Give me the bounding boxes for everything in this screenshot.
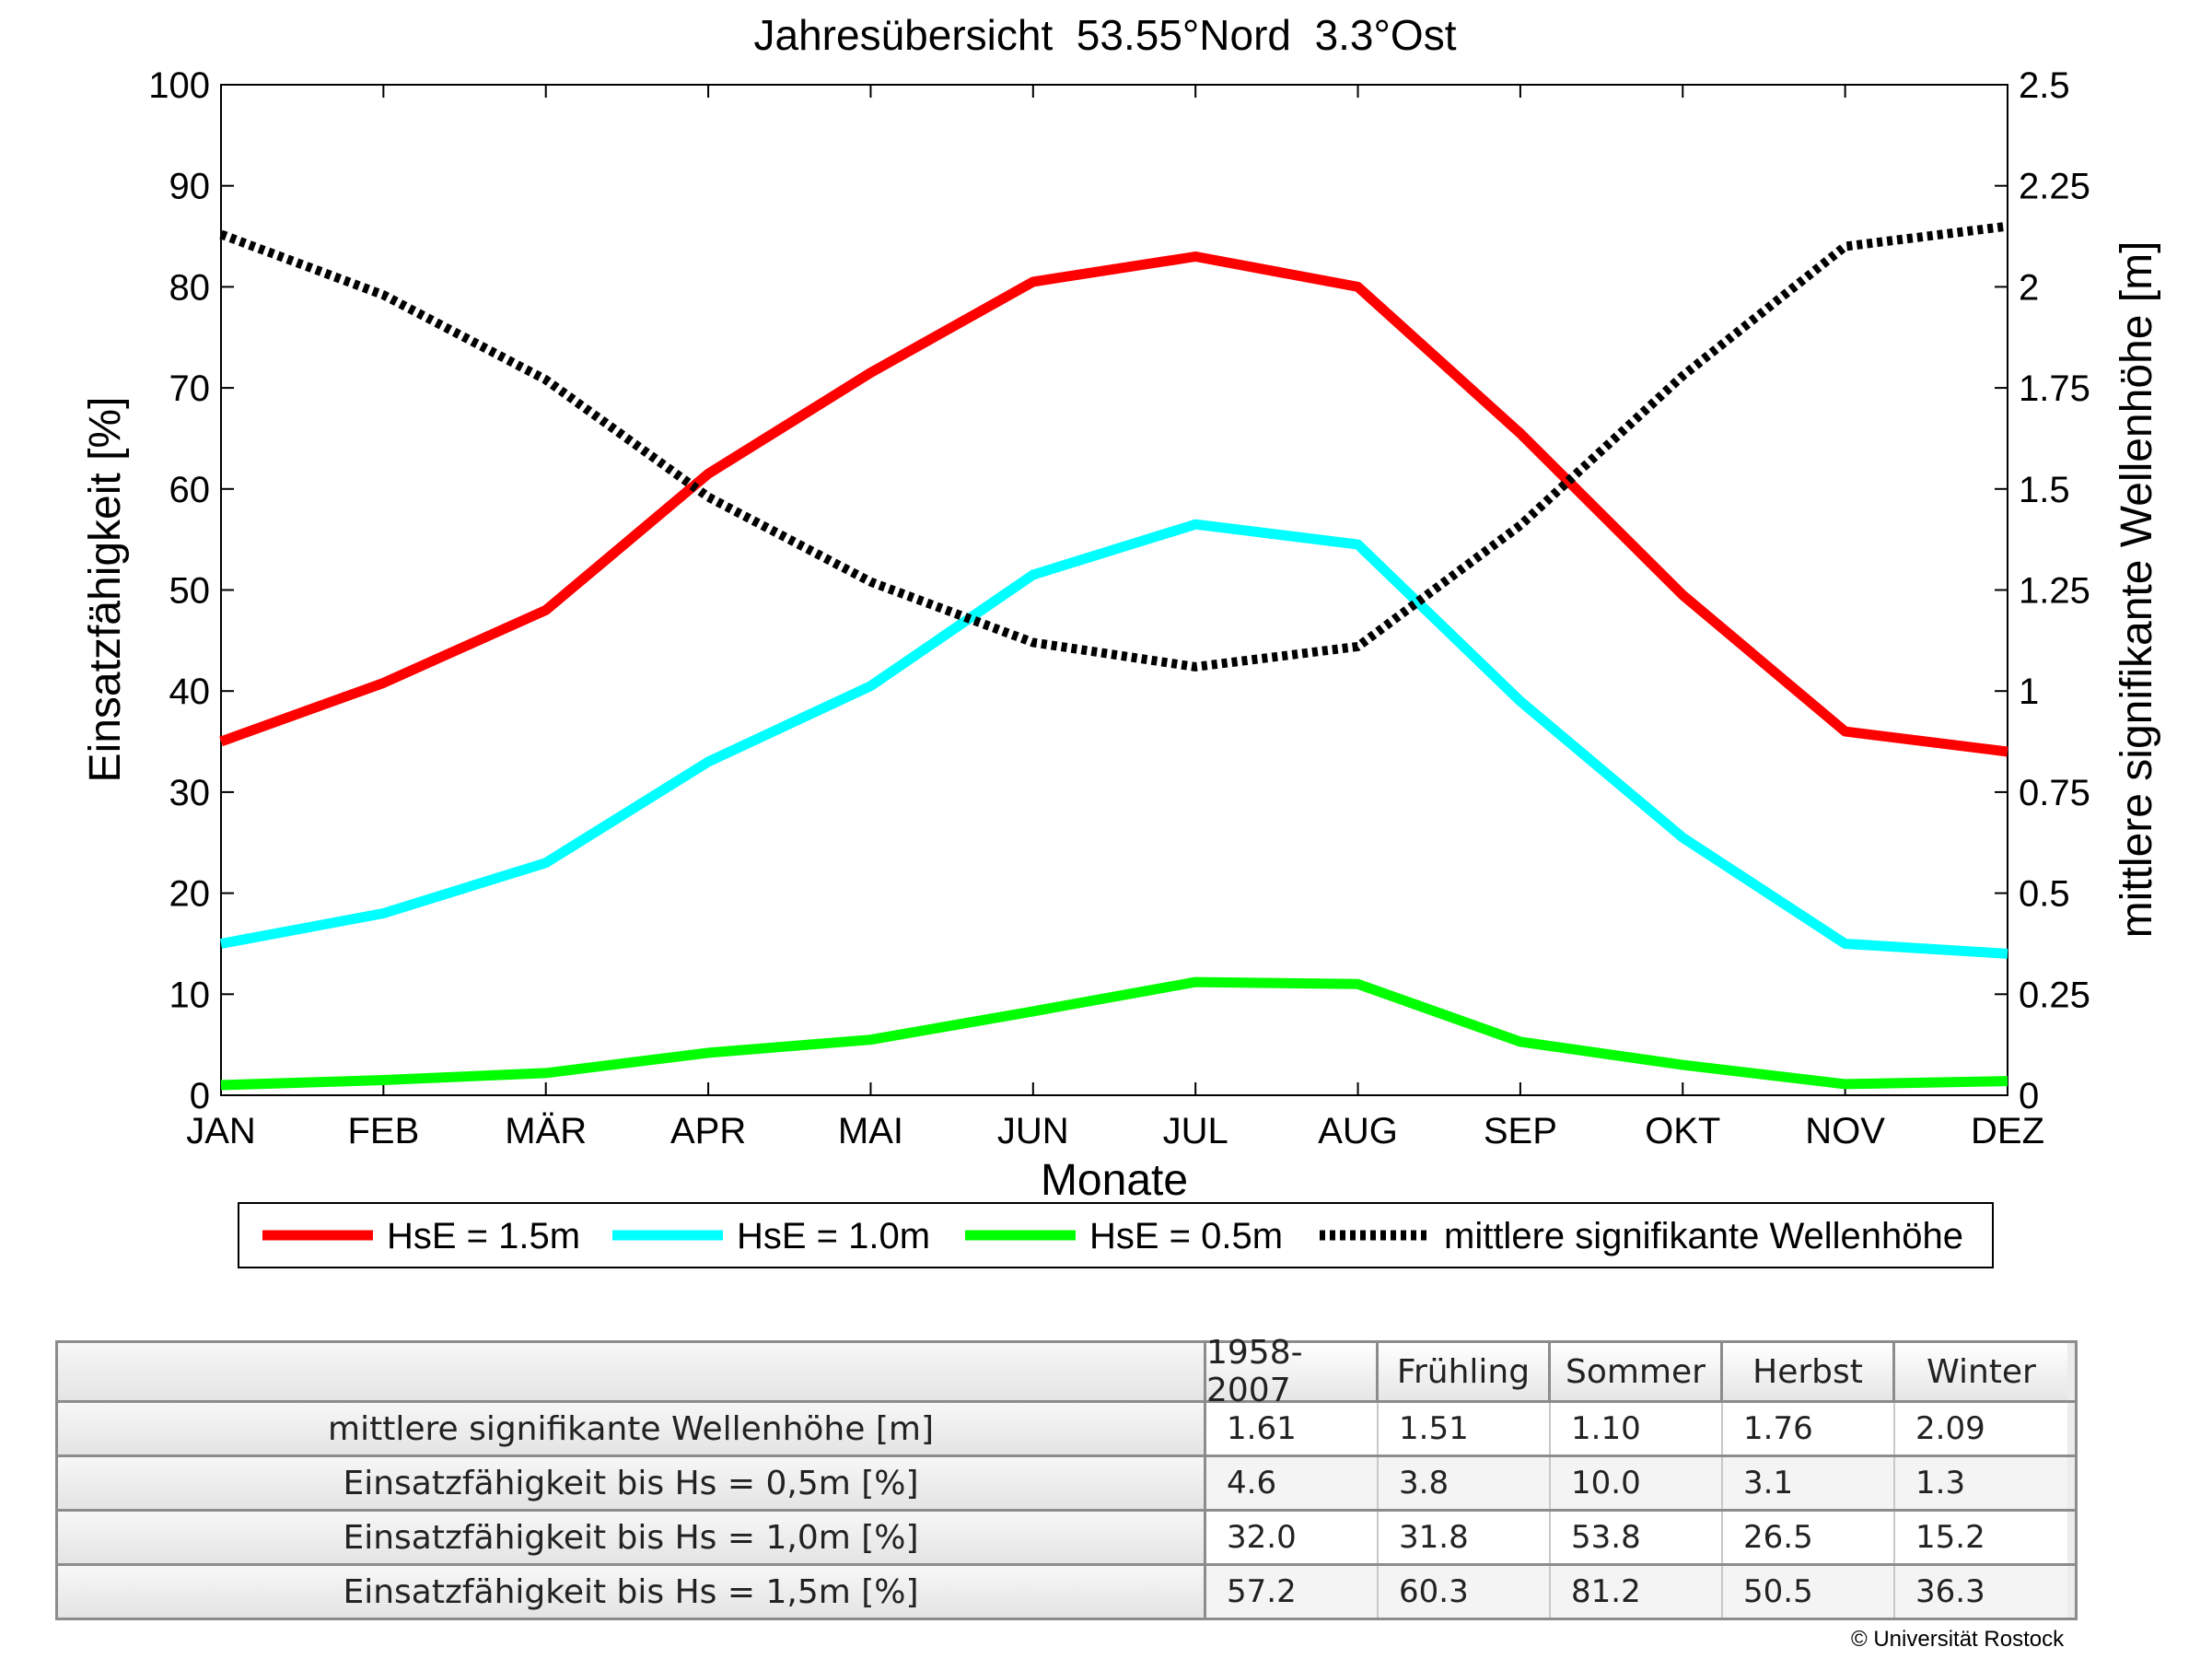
x-tick-label: SEP — [1484, 1111, 1557, 1151]
y-tick-label: 80 — [169, 267, 211, 308]
y-tick-label: 0 — [190, 1076, 210, 1116]
table-row-label: Einsatzfähigkeit bis Hs = 1,0m [%] — [58, 1512, 1206, 1563]
table-cell: 3.8 — [1379, 1457, 1551, 1509]
y2-tick-label: 2.25 — [2019, 167, 2090, 207]
x-tick-label: AUG — [1318, 1111, 1398, 1151]
y2-tick-label: 0.5 — [2019, 874, 2070, 915]
series-line-1 — [219, 519, 2008, 959]
legend-label: HsE = 1.5m — [387, 1216, 580, 1256]
table-cell: 4.6 — [1206, 1457, 1379, 1509]
y2-tick-label: 1.5 — [2019, 470, 2070, 510]
legend-box — [238, 1202, 1994, 1268]
table-cell: 57.2 — [1206, 1566, 1379, 1618]
table-column-header: Sommer — [1551, 1343, 1723, 1400]
y-tick-label: 100 — [148, 65, 210, 106]
table-column-header: 1958-2007 — [1206, 1334, 1379, 1409]
x-tick-label: DEZ — [1971, 1111, 2044, 1151]
x-tick-label: JUN — [997, 1111, 1069, 1151]
x-tick-label: MAI — [838, 1111, 903, 1151]
table-row: mittlere signifikante Wellenhöhe [m] 1.6… — [58, 1400, 2075, 1455]
chart-title: Jahresübersicht 53.55°Nord 3.3°Ost — [754, 11, 1457, 59]
copyright-notice: © Universität Rostock — [1851, 1627, 2065, 1652]
x-tick-label: JAN — [186, 1111, 256, 1151]
x-tick-label: FEB — [347, 1111, 419, 1151]
y2-tick-label: 1.75 — [2019, 368, 2090, 409]
y2-tick-label: 0 — [2019, 1076, 2039, 1116]
table-cell: 26.5 — [1723, 1512, 1895, 1563]
y-tick-label: 70 — [169, 368, 211, 409]
legend-label: mittlere signifikante Wellenhöhe — [1444, 1216, 1963, 1256]
y2-tick-label: 1 — [2019, 672, 2039, 712]
table-column-header: Frühling — [1379, 1343, 1551, 1400]
table-cell: 81.2 — [1551, 1566, 1723, 1618]
y-axis-label: Einsatzfähigkeit [%] — [81, 397, 130, 783]
table-cell: 1.51 — [1379, 1403, 1551, 1455]
table-cell: 3.1 — [1723, 1457, 1895, 1509]
y-tick-label: 40 — [169, 672, 211, 712]
series-line-2 — [220, 976, 2008, 1091]
table-cell: 1.76 — [1723, 1403, 1895, 1455]
y-tick-label: 60 — [169, 470, 211, 510]
x-tick-label: JUL — [1163, 1111, 1228, 1151]
y-tick-label: 50 — [169, 571, 211, 612]
y2-tick-label: 1.25 — [2019, 571, 2090, 612]
data-lines — [219, 221, 2008, 1091]
table-cell: 1.61 — [1206, 1403, 1379, 1455]
table-column-header: Herbst — [1723, 1343, 1895, 1400]
stats-table: 1958-2007 Frühling Sommer Herbst Winter … — [55, 1334, 2078, 1620]
x-axis-label: Monate — [1041, 1156, 1188, 1205]
y2-tick-label: 0.75 — [2019, 773, 2090, 813]
table-row: Einsatzfähigkeit bis Hs = 0,5m [%] 4.6 3… — [58, 1455, 2075, 1509]
y-tick-label: 10 — [169, 975, 211, 1015]
table-column-header: Winter — [1895, 1343, 2067, 1400]
table-header-row: 1958-2007 Frühling Sommer Herbst Winter — [58, 1334, 2075, 1409]
series-line-3 — [219, 221, 2008, 672]
x-tick-label: NOV — [1805, 1111, 1885, 1151]
legend-label: HsE = 1.0m — [737, 1216, 930, 1256]
table-corner — [58, 1343, 1206, 1400]
table-cell: 10.0 — [1551, 1457, 1723, 1509]
y-tick-label: 30 — [169, 773, 211, 813]
axis-ticks: 0 10 20 30 40 50 60 70 80 90 100 0 0.25 0.5 0.75 1 1.25 1… — [148, 65, 2090, 1151]
table-cell: 36.3 — [1895, 1566, 2067, 1618]
table-cell: 50.5 — [1723, 1566, 1895, 1618]
x-tick-label: MÄR — [505, 1111, 587, 1151]
y2-tick-label: 0.25 — [2019, 975, 2090, 1015]
table-cell: 53.8 — [1551, 1512, 1723, 1563]
table-row: Einsatzfähigkeit bis Hs = 1,5m [%] 57.2 … — [58, 1563, 2075, 1618]
chart: Jahresübersicht 53.55°Nord 3.3°Ost 01020… — [81, 11, 2161, 1268]
table-cell: 2.09 — [1895, 1403, 2067, 1455]
table-cell: 1.10 — [1551, 1403, 1723, 1455]
y-tick-label: 20 — [169, 874, 211, 915]
table-row: Einsatzfähigkeit bis Hs = 1,0m [%] 32.0 … — [58, 1509, 2075, 1563]
y2-tick-label: 2.5 — [2019, 65, 2070, 106]
table-cell: 32.0 — [1206, 1512, 1379, 1563]
plot-area — [220, 84, 2008, 1096]
table-cell: 60.3 — [1379, 1566, 1551, 1618]
series-line-0 — [219, 251, 2008, 757]
table-cell: 1.3 — [1895, 1457, 2067, 1509]
x-tick-label: APR — [670, 1111, 746, 1151]
legend-label: HsE = 0.5m — [1089, 1216, 1283, 1256]
table-cell: 15.2 — [1895, 1512, 2067, 1563]
y-tick-label: 90 — [169, 167, 211, 207]
table-cell: 31.8 — [1379, 1512, 1551, 1563]
y2-tick-label: 2 — [2019, 267, 2039, 308]
x-tick-label: OKT — [1645, 1111, 1720, 1151]
table-row-label: Einsatzfähigkeit bis Hs = 0,5m [%] — [58, 1457, 1206, 1509]
table-row-label: mittlere signifikante Wellenhöhe [m] — [58, 1403, 1206, 1455]
y2-axis-label: mittlere signifikante Wellenhöhe [m] — [2113, 241, 2161, 939]
legend: HsE = 1.5m HsE = 1.0m HsE = 0.5m mittlere s… — [238, 1202, 1994, 1268]
table-row-label: Einsatzfähigkeit bis Hs = 1,5m [%] — [58, 1566, 1206, 1618]
